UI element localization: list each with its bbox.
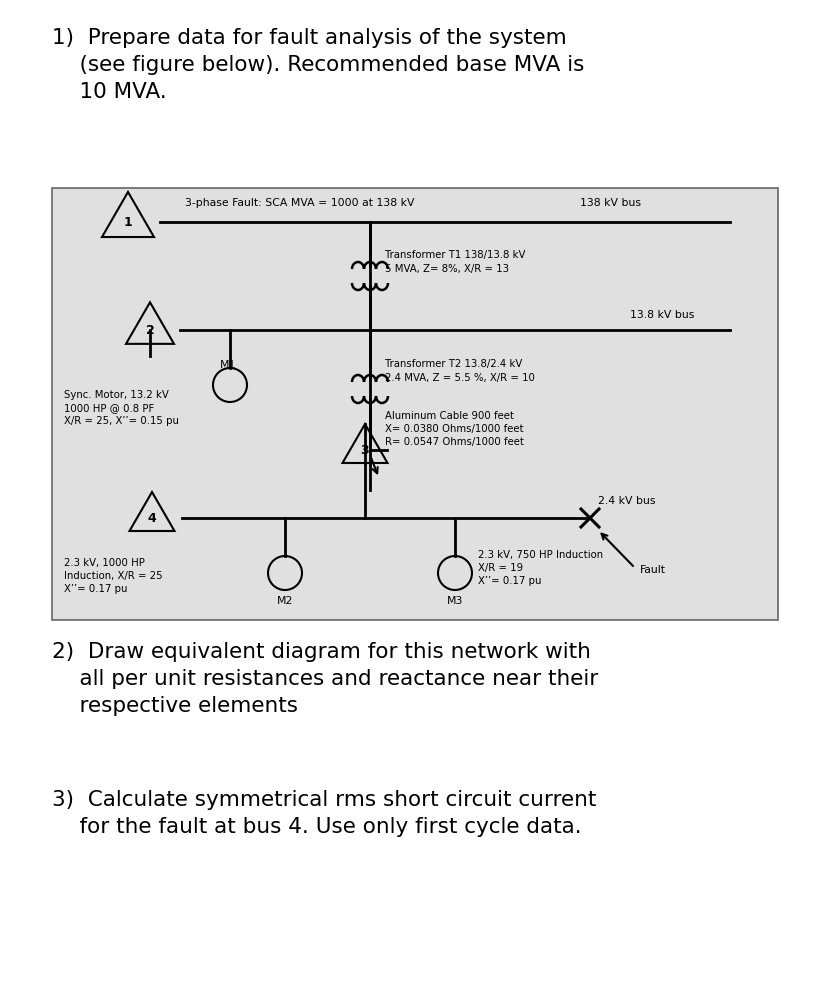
Text: for the fault at bus 4. Use only first cycle data.: for the fault at bus 4. Use only first c… (52, 817, 581, 837)
Text: Transformer T2 13.8/2.4 kV
2.4 MVA, Z = 5.5 %, X/R = 10: Transformer T2 13.8/2.4 kV 2.4 MVA, Z = … (385, 359, 534, 382)
Text: 2)  Draw equivalent diagram for this network with: 2) Draw equivalent diagram for this netw… (52, 642, 590, 662)
Text: 10 MVA.: 10 MVA. (52, 82, 166, 102)
Text: M3: M3 (447, 596, 462, 606)
Text: 3-phase Fault: SCA MVA = 1000 at 138 kV: 3-phase Fault: SCA MVA = 1000 at 138 kV (184, 198, 414, 208)
Text: 13.8 kV bus: 13.8 kV bus (629, 310, 694, 320)
Text: 1)  Prepare data for fault analysis of the system: 1) Prepare data for fault analysis of th… (52, 28, 566, 48)
Text: Aluminum Cable 900 feet
X= 0.0380 Ohms/1000 feet
R= 0.0547 Ohms/1000 feet: Aluminum Cable 900 feet X= 0.0380 Ohms/1… (385, 411, 523, 447)
FancyBboxPatch shape (52, 188, 777, 620)
Text: 1: 1 (123, 216, 132, 229)
Text: 3)  Calculate symmetrical rms short circuit current: 3) Calculate symmetrical rms short circu… (52, 790, 595, 810)
Text: Fault: Fault (639, 565, 665, 575)
Text: Sync. Motor, 13.2 kV
1000 HP @ 0.8 PF
X/R = 25, X’’= 0.15 pu: Sync. Motor, 13.2 kV 1000 HP @ 0.8 PF X/… (64, 390, 179, 427)
Text: M2: M2 (276, 596, 293, 606)
Text: Transformer T1 138/13.8 kV
5 MVA, Z= 8%, X/R = 13: Transformer T1 138/13.8 kV 5 MVA, Z= 8%,… (385, 250, 525, 273)
Text: 2.4 kV bus: 2.4 kV bus (597, 496, 655, 506)
Text: all per unit resistances and reactance near their: all per unit resistances and reactance n… (52, 669, 598, 689)
Text: 4: 4 (147, 512, 156, 525)
Text: 2: 2 (146, 324, 154, 337)
Text: 2.3 kV, 1000 HP
Induction, X/R = 25
X’’= 0.17 pu: 2.3 kV, 1000 HP Induction, X/R = 25 X’’=… (64, 558, 162, 594)
Text: 3: 3 (361, 444, 369, 456)
Text: 138 kV bus: 138 kV bus (579, 198, 640, 208)
Text: (see figure below). Recommended base MVA is: (see figure below). Recommended base MVA… (52, 55, 584, 75)
Text: M1: M1 (219, 360, 236, 370)
Text: 2.3 kV, 750 HP Induction
X/R = 19
X’’= 0.17 pu: 2.3 kV, 750 HP Induction X/R = 19 X’’= 0… (477, 550, 602, 586)
Text: respective elements: respective elements (52, 696, 298, 716)
